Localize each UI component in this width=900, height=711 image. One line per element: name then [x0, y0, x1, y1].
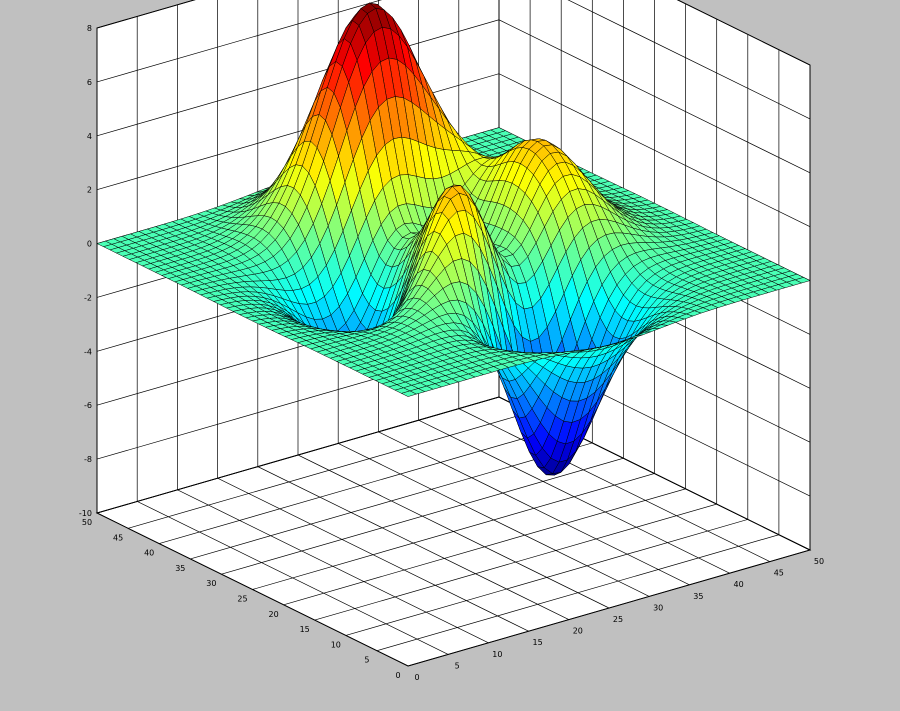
z-tick-label: -8 — [84, 455, 92, 464]
z-tick-label: 0 — [87, 240, 92, 249]
x-tick-label: 45 — [774, 569, 784, 578]
z-gridline — [96, 396, 811, 551]
y-tick-label: 10 — [331, 640, 341, 649]
y-tick-label: 50 — [82, 518, 92, 527]
y-tick-label: 0 — [395, 671, 400, 680]
x-tick-label: 25 — [613, 615, 623, 624]
y-tick-label: 20 — [269, 610, 279, 619]
z-tick-label: 6 — [87, 78, 92, 87]
y-tick-label: 15 — [300, 625, 310, 634]
x-tick-label: 10 — [492, 650, 502, 659]
z-tick-label: -2 — [84, 293, 92, 302]
tick-labels: 0510152025303540455005101520253035404550… — [79, 24, 824, 682]
y-tick-label: 25 — [237, 595, 247, 604]
x-tick-label: 40 — [734, 580, 744, 589]
z-tick-label: 2 — [87, 186, 92, 195]
z-tick-label: 8 — [87, 24, 92, 33]
y-tick-label: 35 — [175, 564, 185, 573]
x-tick-label: 20 — [573, 627, 583, 636]
z-gridline — [96, 0, 811, 120]
z-gridline — [96, 0, 811, 66]
y-tick-label: 45 — [113, 533, 123, 542]
x-tick-label: 0 — [414, 673, 419, 682]
x-tick-label: 15 — [533, 638, 543, 647]
surface-mesh — [96, 2, 811, 476]
z-gridline — [96, 19, 811, 174]
x-tick-label: 35 — [693, 592, 703, 601]
y-tick-label: 5 — [364, 656, 369, 665]
x-tick-label: 50 — [814, 557, 824, 566]
x-tick-label: 5 — [455, 661, 460, 670]
z-tick-label: -4 — [84, 347, 92, 356]
y-tick-label: 30 — [206, 579, 216, 588]
surface-patch — [401, 390, 417, 397]
z-tick-label: 4 — [87, 132, 92, 141]
x-tick-label: 30 — [653, 603, 663, 612]
z-tick-label: -6 — [84, 401, 92, 410]
z-gridline — [96, 73, 811, 228]
y-tick-label: 40 — [144, 549, 154, 558]
z-tick-label: -10 — [79, 509, 92, 518]
